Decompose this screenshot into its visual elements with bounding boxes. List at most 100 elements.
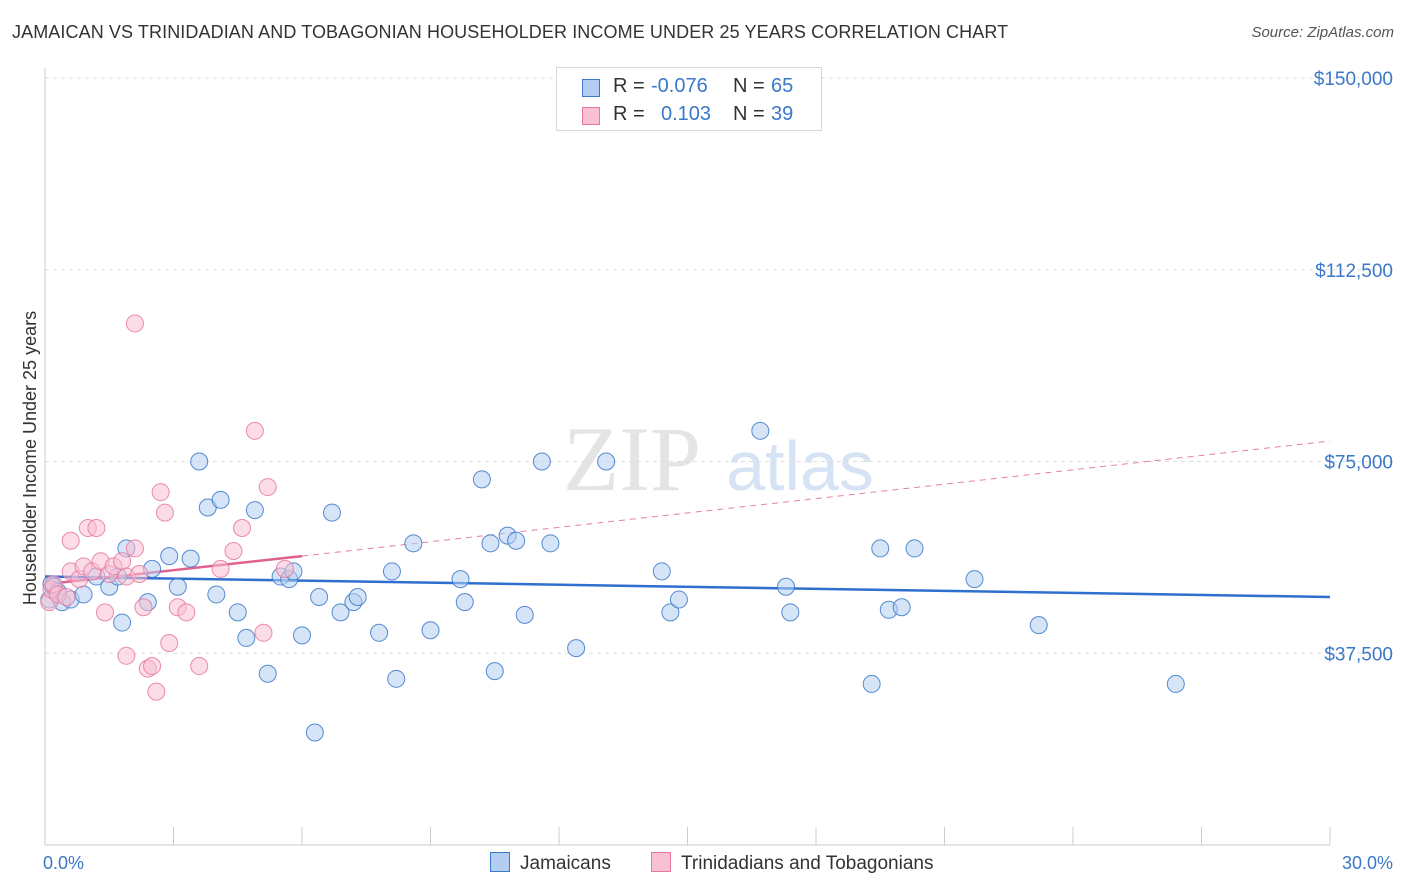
- data-point: [125, 314, 144, 333]
- data-point: [168, 577, 187, 596]
- legend-r-value: -0.076: [651, 75, 708, 97]
- data-point: [245, 501, 264, 520]
- trend-line-jamaicans: [44, 575, 1331, 599]
- x-tick-label-max: 30.0%: [1342, 853, 1393, 873]
- y-tick-label: $75,000: [1324, 453, 1393, 474]
- legend-n-value: 39: [771, 103, 794, 125]
- data-point: [190, 657, 209, 676]
- data-point: [211, 559, 230, 578]
- data-point: [293, 626, 311, 645]
- y-axis-label: Householder Income Under 25 years: [20, 311, 40, 605]
- legend-n-value: 65: [771, 75, 794, 97]
- data-point: [871, 539, 890, 558]
- data-point: [472, 470, 491, 489]
- data-point: [275, 559, 294, 578]
- data-point: [892, 598, 911, 617]
- data-point: [160, 634, 179, 653]
- data-point: [125, 539, 144, 558]
- data-point: [143, 657, 162, 676]
- data-point: [382, 562, 401, 581]
- y-tick-label: $150,000: [1314, 69, 1393, 90]
- data-point: [211, 490, 230, 509]
- watermark: ZIP atlas: [563, 408, 874, 510]
- series-trinidadians: [40, 314, 294, 701]
- legend-row-trinidadians: R = 0.103 N = 39: [557, 100, 821, 130]
- bottom-legend-trinidadians: Trinidadians and Tobagonians: [651, 852, 933, 875]
- data-point: [155, 503, 174, 522]
- data-point: [541, 534, 560, 553]
- data-point: [177, 603, 196, 622]
- data-point: [310, 588, 329, 607]
- data-point: [905, 539, 924, 558]
- data-point: [113, 613, 132, 632]
- trend-extension-trinidadians: [301, 440, 1331, 557]
- data-point: [113, 552, 132, 571]
- data-point: [387, 669, 406, 688]
- data-point: [147, 682, 166, 701]
- data-point: [61, 531, 80, 550]
- legend-row-jamaicans: R = -0.076 N = 65: [557, 72, 821, 102]
- y-tick-label: $37,500: [1324, 644, 1393, 665]
- bottom-legend-jamaicans: Jamaicans: [490, 852, 611, 875]
- data-point: [130, 564, 149, 583]
- data-point: [862, 674, 881, 693]
- data-point: [532, 452, 551, 471]
- data-point: [567, 639, 586, 658]
- data-point: [481, 534, 500, 553]
- legend-n-label: N =: [733, 75, 765, 97]
- x-tick-label-min: 0.0%: [43, 853, 84, 873]
- data-point: [322, 503, 341, 522]
- data-point: [1166, 674, 1185, 693]
- data-point: [237, 628, 256, 647]
- y-tick-label: $112,500: [1315, 261, 1393, 282]
- data-point: [661, 603, 680, 622]
- bottom-legend-label: Jamaicans: [520, 853, 611, 874]
- data-point: [57, 588, 76, 607]
- bottom-legend-swatch-blue: [490, 852, 510, 872]
- data-point: [134, 598, 153, 617]
- bottom-legend-label: Trinidadians and Tobagonians: [681, 853, 934, 874]
- legend-n-label: N =: [733, 103, 765, 125]
- stats-legend: R = -0.076 N = 65 R = 0.103 N = 39: [556, 67, 822, 131]
- grid-lines: [45, 77, 1395, 654]
- data-point: [451, 570, 470, 589]
- legend-r-value: 0.103: [661, 103, 712, 125]
- data-point: [95, 603, 114, 622]
- data-point: [258, 664, 277, 683]
- data-point: [781, 603, 800, 622]
- data-point: [348, 588, 367, 607]
- data-point: [117, 646, 136, 665]
- data-point: [515, 605, 534, 624]
- data-point: [404, 534, 423, 553]
- data-point: [1029, 616, 1048, 635]
- data-point: [181, 549, 200, 568]
- data-point: [652, 562, 671, 581]
- watermark-zip: ZIP: [563, 408, 701, 510]
- watermark-atlas: atlas: [726, 427, 874, 505]
- legend-swatch-pink: [582, 107, 600, 125]
- data-point: [507, 531, 526, 550]
- legend-swatch-blue: [582, 79, 600, 97]
- data-point: [87, 518, 106, 537]
- data-point: [254, 623, 273, 642]
- legend-r-label: R =: [613, 103, 645, 125]
- data-point: [777, 577, 796, 596]
- axes: [44, 68, 1331, 846]
- data-point: [455, 593, 474, 612]
- data-point: [224, 541, 243, 560]
- bottom-legend-swatch-pink: [651, 852, 671, 872]
- source-credit: Source: ZipAtlas.com: [1251, 24, 1394, 41]
- chart-title: JAMAICAN VS TRINIDADIAN AND TOBAGONIAN H…: [12, 22, 1009, 42]
- data-point: [74, 585, 93, 604]
- data-point: [245, 421, 264, 440]
- data-point: [485, 662, 504, 681]
- data-point: [228, 603, 247, 622]
- data-point: [151, 483, 170, 502]
- tick-labels: $150,000 $112,500 $75,000 $37,500 0.0% 30.0%: [43, 69, 1393, 873]
- data-points: [40, 314, 1185, 742]
- legend-r-label: R =: [613, 75, 645, 97]
- data-point: [207, 585, 226, 604]
- data-point: [597, 452, 616, 471]
- data-point: [190, 452, 209, 471]
